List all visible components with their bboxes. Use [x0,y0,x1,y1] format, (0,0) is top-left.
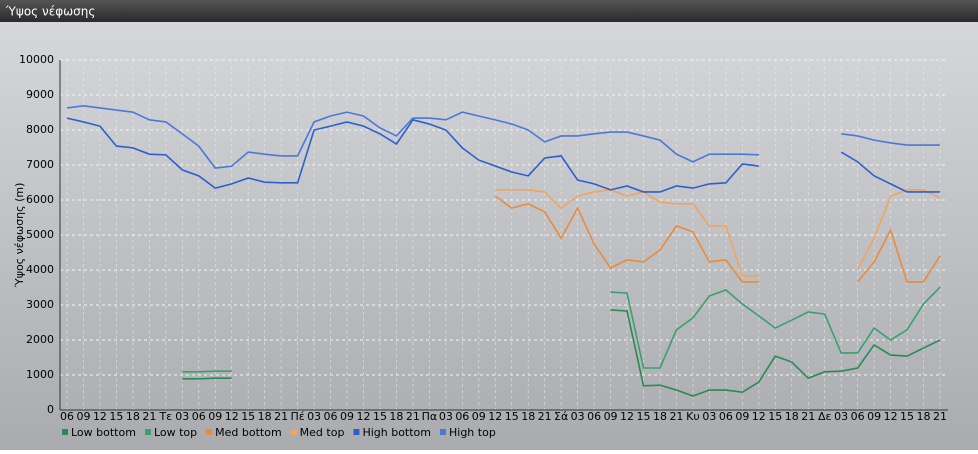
y-tick-label: 8000 [26,123,54,136]
x-tick-label: 06 [587,410,601,423]
x-tick-label: Σά [554,410,568,423]
x-tick-label: Τε [158,410,172,423]
x-tick-label: 09 [867,410,881,423]
x-tick-label: 09 [735,410,749,423]
x-tick-label: 15 [505,410,519,423]
x-tick-label: Πέ [290,410,304,423]
legend-swatch [440,429,446,435]
x-tick-label: 03 [571,410,585,423]
x-tick-label: Πα [422,410,438,423]
legend-swatch [62,429,68,435]
x-tick-label: 18 [258,410,272,423]
x-tick-label: Κυ [686,410,700,423]
x-tick-label: 03 [834,410,848,423]
x-tick-label: 06 [60,410,74,423]
x-tick-label: 21 [538,410,552,423]
y-tick-label: 6000 [26,193,54,206]
x-tick-label: 12 [884,410,898,423]
x-tick-label: 03 [175,410,189,423]
x-tick-label: 18 [389,410,403,423]
y-tick-label: 3000 [26,298,54,311]
y-tick-label: 7000 [26,158,54,171]
x-tick-label: 12 [225,410,239,423]
x-tick-label: 06 [192,410,206,423]
y-tick-label: 0 [47,403,54,416]
x-tick-label: 06 [719,410,733,423]
legend-swatch [290,429,297,435]
x-tick-label: 21 [801,410,815,423]
y-tick-label: 4000 [26,263,54,276]
x-tick-label: 18 [653,410,667,423]
y-tick-label: 1000 [26,368,54,381]
x-tick-label: 18 [521,410,535,423]
x-tick-label: 12 [620,410,634,423]
series-line [182,309,941,397]
x-tick-label: 06 [455,410,469,423]
title-bar [0,0,978,22]
x-tick-label: 15 [109,410,123,423]
chart-title: Ύψος νέφωσης [5,5,95,19]
x-tick-label: 12 [488,410,502,423]
x-tick-label: 09 [340,410,354,423]
x-tick-label: 06 [324,410,338,423]
x-tick-label: 18 [126,410,140,423]
legend-swatch [353,429,360,435]
x-tick-label: 15 [900,410,914,423]
legend-swatch [206,429,213,435]
y-axis-title: Ύψος νέφωσης (m) [13,183,26,289]
x-tick-label: 21 [274,410,288,423]
x-tick-label: 03 [702,410,716,423]
legend-label: Low top [154,426,197,439]
x-tick-label: 21 [406,410,420,423]
x-tick-label: 12 [356,410,370,423]
x-tick-label: 21 [669,410,683,423]
x-tick-label: 12 [752,410,766,423]
series-line [182,286,941,373]
x-tick-label: 15 [241,410,255,423]
y-tick-label: 9000 [26,88,54,101]
legend-label: Low bottom [71,426,136,439]
x-tick-label: 18 [785,410,799,423]
legend-label: High bottom [362,426,431,439]
legend-label: Med top [300,426,345,439]
x-tick-label: 21 [142,410,156,423]
legend-label: Med bottom [215,426,282,439]
x-tick-label: 03 [307,410,321,423]
series-line [66,105,940,170]
x-tick-label: 18 [917,410,931,423]
series-line [66,117,940,193]
x-tick-label: Δε [818,410,832,423]
legend-label: High top [449,426,496,439]
y-tick-label: 10000 [19,53,54,66]
x-tick-label: 09 [208,410,222,423]
x-tick-label: 09 [604,410,618,423]
x-tick-label: 09 [472,410,486,423]
x-tick-label: 15 [637,410,651,423]
legend-swatch [144,429,151,435]
x-tick-label: 15 [768,410,782,423]
x-tick-label: 21 [933,410,947,423]
series-line [494,195,941,283]
y-tick-label: 5000 [26,228,54,241]
y-tick-label: 2000 [26,333,54,346]
x-tick-label: 12 [93,410,107,423]
x-tick-label: 03 [439,410,453,423]
x-tick-label: 06 [851,410,865,423]
x-tick-label: 15 [373,410,387,423]
x-tick-label: 09 [76,410,90,423]
